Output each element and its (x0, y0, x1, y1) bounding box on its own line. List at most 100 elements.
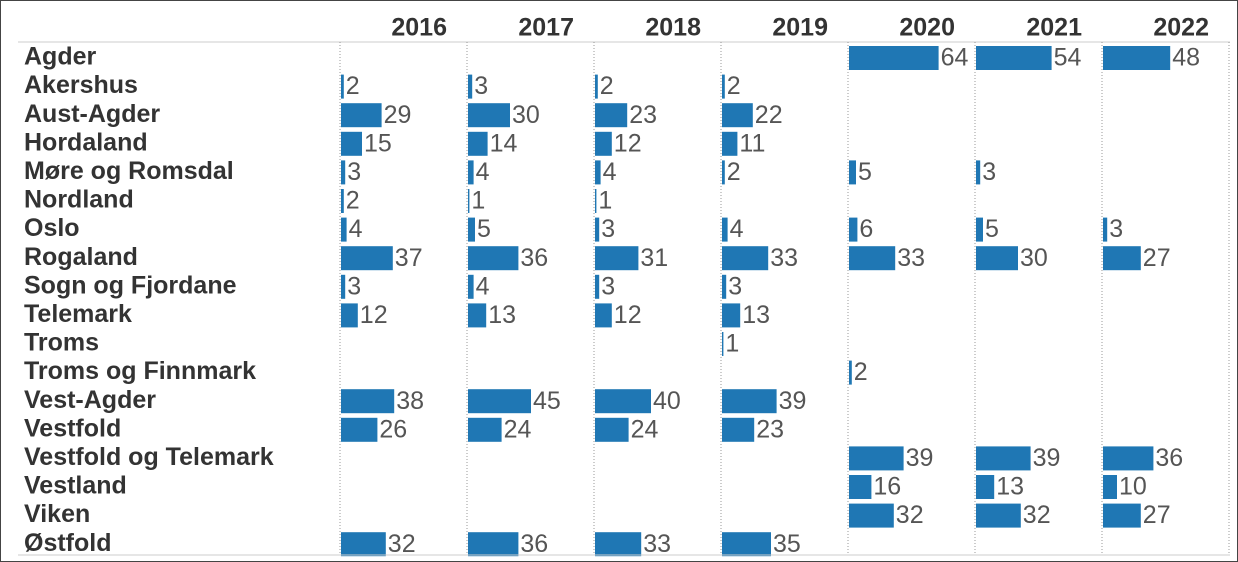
value-label: 24 (504, 415, 532, 443)
value-label: 36 (1155, 444, 1183, 472)
value-label: 35 (773, 530, 801, 558)
row-label: Akershus (24, 71, 138, 99)
row-label: Møre og Romsdal (24, 157, 234, 185)
bar (849, 475, 872, 499)
value-label: 39 (1033, 444, 1061, 472)
value-label: 5 (985, 215, 999, 243)
bar (1103, 446, 1154, 471)
value-label: 11 (739, 129, 765, 157)
value-label: 32 (1023, 501, 1051, 529)
bar (849, 360, 852, 385)
bar (722, 74, 725, 99)
value-label: 4 (476, 158, 490, 186)
value-label: 36 (520, 530, 548, 558)
column-header: 2018 (645, 14, 701, 42)
bar (722, 246, 769, 271)
column-header: 2016 (391, 14, 447, 42)
bar (722, 303, 741, 328)
bar (595, 303, 612, 328)
bar (976, 475, 995, 499)
value-label: 1 (598, 187, 612, 215)
bar (722, 332, 724, 356)
value-label: 2 (346, 72, 360, 100)
row-label: Sogn og Fjordane (24, 271, 237, 299)
value-label: 2 (727, 72, 741, 100)
row-label: Viken (24, 500, 90, 528)
bar (849, 446, 904, 471)
value-label: 33 (770, 244, 798, 272)
value-label: 10 (1119, 473, 1147, 501)
value-label: 3 (982, 158, 996, 186)
bar (976, 246, 1018, 271)
row-label: Troms og Finnmark (24, 357, 256, 385)
bar (976, 160, 981, 185)
bar (722, 217, 728, 242)
value-label: 39 (906, 444, 934, 472)
value-label: 2 (346, 187, 360, 215)
bar (976, 217, 983, 242)
bar (722, 274, 727, 299)
value-label: 5 (477, 215, 491, 243)
bar (341, 389, 395, 414)
row-label: Aust-Agder (24, 100, 160, 128)
bar (595, 160, 601, 185)
bar (595, 274, 600, 299)
value-label: 4 (730, 215, 744, 243)
row-label: Agder (24, 43, 97, 71)
bar (849, 246, 896, 271)
row-label: Vest-Agder (24, 386, 156, 414)
bar (722, 131, 738, 156)
row-label: Rogaland (24, 243, 138, 271)
bar (976, 503, 1021, 528)
bar (595, 189, 597, 213)
bar (849, 46, 939, 70)
value-label: 3 (601, 272, 615, 300)
bar (468, 532, 519, 557)
value-label: 4 (476, 272, 490, 300)
value-label: 33 (643, 530, 671, 558)
bar (595, 74, 598, 99)
bar (468, 417, 502, 442)
value-label: 1 (471, 187, 485, 215)
value-label: 27 (1143, 501, 1171, 529)
value-label: 2 (727, 158, 741, 186)
value-label: 14 (490, 129, 518, 157)
bar (341, 131, 362, 156)
value-label: 45 (533, 387, 561, 415)
bar (595, 217, 600, 242)
value-label: 3 (347, 158, 361, 186)
value-label: 39 (779, 387, 807, 415)
row-label: Telemark (24, 300, 132, 328)
value-label: 31 (640, 244, 668, 272)
bar (468, 160, 474, 185)
row-label: Vestfold (24, 414, 121, 442)
bar (1103, 475, 1117, 499)
value-label: 48 (1172, 44, 1200, 72)
bar (1103, 217, 1108, 242)
bar (468, 74, 473, 99)
row-label: Hordaland (24, 128, 148, 156)
bar (468, 103, 510, 128)
value-label: 26 (379, 415, 407, 443)
value-label: 16 (873, 473, 901, 501)
bar (468, 274, 474, 299)
bar (595, 103, 628, 128)
value-label: 12 (614, 301, 642, 329)
row-label: Vestland (24, 472, 127, 500)
bar (595, 532, 642, 557)
bar (341, 246, 393, 271)
value-label: 36 (520, 244, 548, 272)
bar (595, 389, 651, 414)
value-label: 3 (728, 272, 742, 300)
column-header: 2022 (1153, 14, 1209, 42)
row-label: Oslo (24, 214, 80, 242)
row-label: Østfold (24, 529, 112, 557)
value-label: 2 (854, 358, 868, 386)
bar (722, 532, 771, 557)
value-label: 15 (364, 129, 392, 157)
value-label: 3 (347, 272, 361, 300)
value-label: 13 (488, 301, 516, 329)
value-label: 22 (755, 101, 783, 129)
bar (1103, 503, 1141, 528)
